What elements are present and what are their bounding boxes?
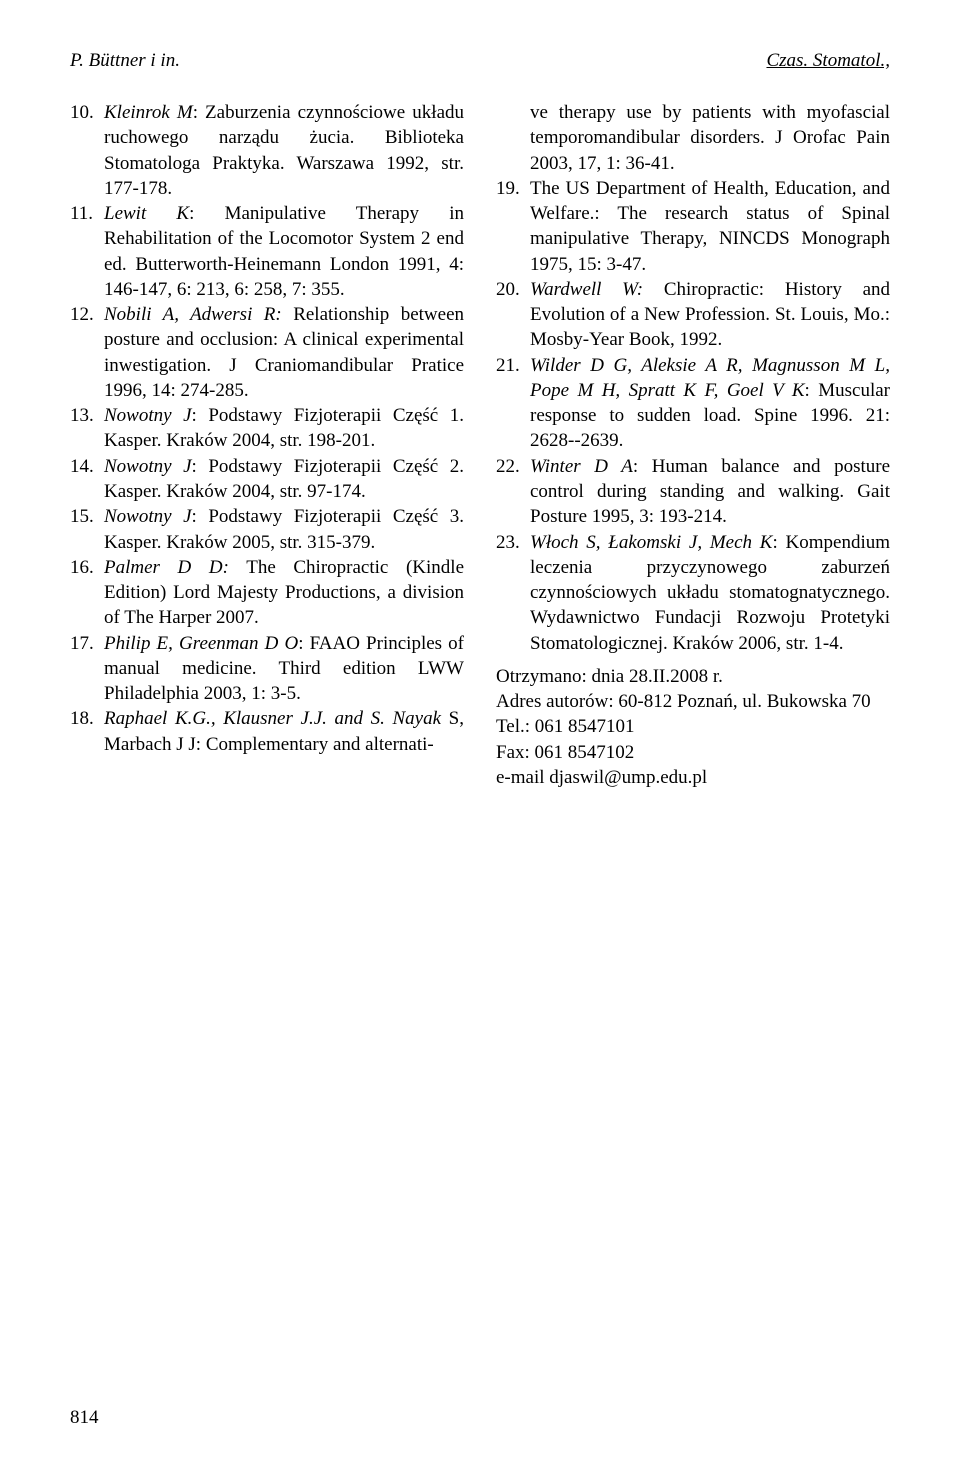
reference-author: Kleinrok M (104, 102, 193, 123)
meta-email: e-mail djaswil@ump.edu.pl (496, 765, 890, 790)
header-author: P. Büttner i in. (70, 50, 180, 72)
reference-author: Nowotny J (104, 456, 192, 477)
reference-number: 17. (70, 631, 104, 707)
reference-item: 15.Nowotny J: Podstawy Fizjoterapii Częś… (70, 504, 464, 555)
reference-author: Palmer D D: (104, 557, 229, 578)
reference-item: 23.Włoch S, Łakomski J, Mech K: Kompendi… (496, 530, 890, 656)
reference-text: ve therapy use by patients with myofasci… (530, 100, 890, 176)
right-column: ve therapy use by patients with myofasci… (496, 100, 890, 790)
reference-item: 11.Lewit K: Manipulative Therapy in Reha… (70, 201, 464, 302)
reference-body: Winter D A: Human balance and posture co… (530, 454, 890, 530)
reference-item: 10.Kleinrok M: Zaburzenia czynnościowe u… (70, 100, 464, 201)
reference-columns: 10.Kleinrok M: Zaburzenia czynnościowe u… (70, 100, 890, 790)
meta-fax: Fax: 061 8547102 (496, 740, 890, 765)
reference-number: 15. (70, 504, 104, 555)
reference-author: Winter D A (530, 456, 633, 477)
reference-number: 12. (70, 302, 104, 403)
reference-author: Lewit K (104, 203, 189, 224)
reference-number: 21. (496, 353, 530, 454)
reference-number: 14. (70, 454, 104, 505)
reference-body: Raphael K.G., Klausner J.J. and S. Nayak… (104, 706, 464, 757)
reference-author: Nowotny J (104, 405, 192, 426)
reference-author: Wardwell W: (530, 279, 643, 300)
reference-body: Nobili A, Adwersi R: Relationship betwee… (104, 302, 464, 403)
reference-author: Raphael K.G., Klausner J.J. and S. Nayak (104, 708, 441, 729)
reference-item: 21.Wilder D G, Aleksie A R, Magnusson M … (496, 353, 890, 454)
reference-number: 10. (70, 100, 104, 201)
reference-body: Philip E, Greenman D O: FAAO Principles … (104, 631, 464, 707)
reference-item: 19.The US Department of Health, Educatio… (496, 176, 890, 277)
article-meta: Otrzymano: dnia 28.II.2008 r.Adres autor… (496, 664, 890, 790)
reference-item: 18.Raphael K.G., Klausner J.J. and S. Na… (70, 706, 464, 757)
reference-number: 20. (496, 277, 530, 353)
reference-author: Nowotny J (104, 506, 192, 527)
page-number: 814 (70, 1407, 99, 1429)
reference-number: 13. (70, 403, 104, 454)
left-column: 10.Kleinrok M: Zaburzenia czynnościowe u… (70, 100, 464, 790)
reference-number: 22. (496, 454, 530, 530)
reference-text: The US Department of Health, Education, … (530, 178, 890, 275)
reference-author: Włoch S, Łakomski J, Mech K (530, 532, 772, 553)
reference-body: Wardwell W: Chiropractic: History and Ev… (530, 277, 890, 353)
reference-number: 16. (70, 555, 104, 631)
reference-body: Nowotny J: Podstawy Fizjoterapii Część 3… (104, 504, 464, 555)
header-journal: Czas. Stomatol., (766, 50, 890, 72)
reference-body: Nowotny J: Podstawy Fizjoterapii Część 1… (104, 403, 464, 454)
reference-author: Nobili A, Adwersi R: (104, 304, 282, 325)
reference-number: 11. (70, 201, 104, 302)
reference-author: Philip E, Greenman D O (104, 633, 298, 654)
reference-body: Nowotny J: Podstawy Fizjoterapii Część 2… (104, 454, 464, 505)
reference-body: Wilder D G, Aleksie A R, Magnusson M L, … (530, 353, 890, 454)
reference-item-continuation: ve therapy use by patients with myofasci… (496, 100, 890, 176)
meta-tel: Tel.: 061 8547101 (496, 714, 890, 739)
reference-body: Kleinrok M: Zaburzenia czynnościowe ukła… (104, 100, 464, 201)
reference-item: 22.Winter D A: Human balance and posture… (496, 454, 890, 530)
reference-body: Palmer D D: The Chiropractic (Kindle Edi… (104, 555, 464, 631)
meta-received: Otrzymano: dnia 28.II.2008 r. (496, 664, 890, 689)
reference-item: 17.Philip E, Greenman D O: FAAO Principl… (70, 631, 464, 707)
reference-body: The US Department of Health, Education, … (530, 176, 890, 277)
reference-item: 20.Wardwell W: Chiropractic: History and… (496, 277, 890, 353)
reference-number: 18. (70, 706, 104, 757)
meta-address: Adres autorów: 60-812 Poznań, ul. Bukows… (496, 689, 890, 714)
reference-item: 13.Nowotny J: Podstawy Fizjoterapii Częś… (70, 403, 464, 454)
reference-number: 19. (496, 176, 530, 277)
reference-item: 16.Palmer D D: The Chiropractic (Kindle … (70, 555, 464, 631)
reference-number: 23. (496, 530, 530, 656)
reference-body: Włoch S, Łakomski J, Mech K: Kompendium … (530, 530, 890, 656)
reference-number (496, 100, 530, 176)
page-header: P. Büttner i in. Czas. Stomatol., (70, 50, 890, 72)
reference-body: Lewit K: Manipulative Therapy in Rehabil… (104, 201, 464, 302)
reference-item: 14.Nowotny J: Podstawy Fizjoterapii Częś… (70, 454, 464, 505)
reference-item: 12.Nobili A, Adwersi R: Relationship bet… (70, 302, 464, 403)
